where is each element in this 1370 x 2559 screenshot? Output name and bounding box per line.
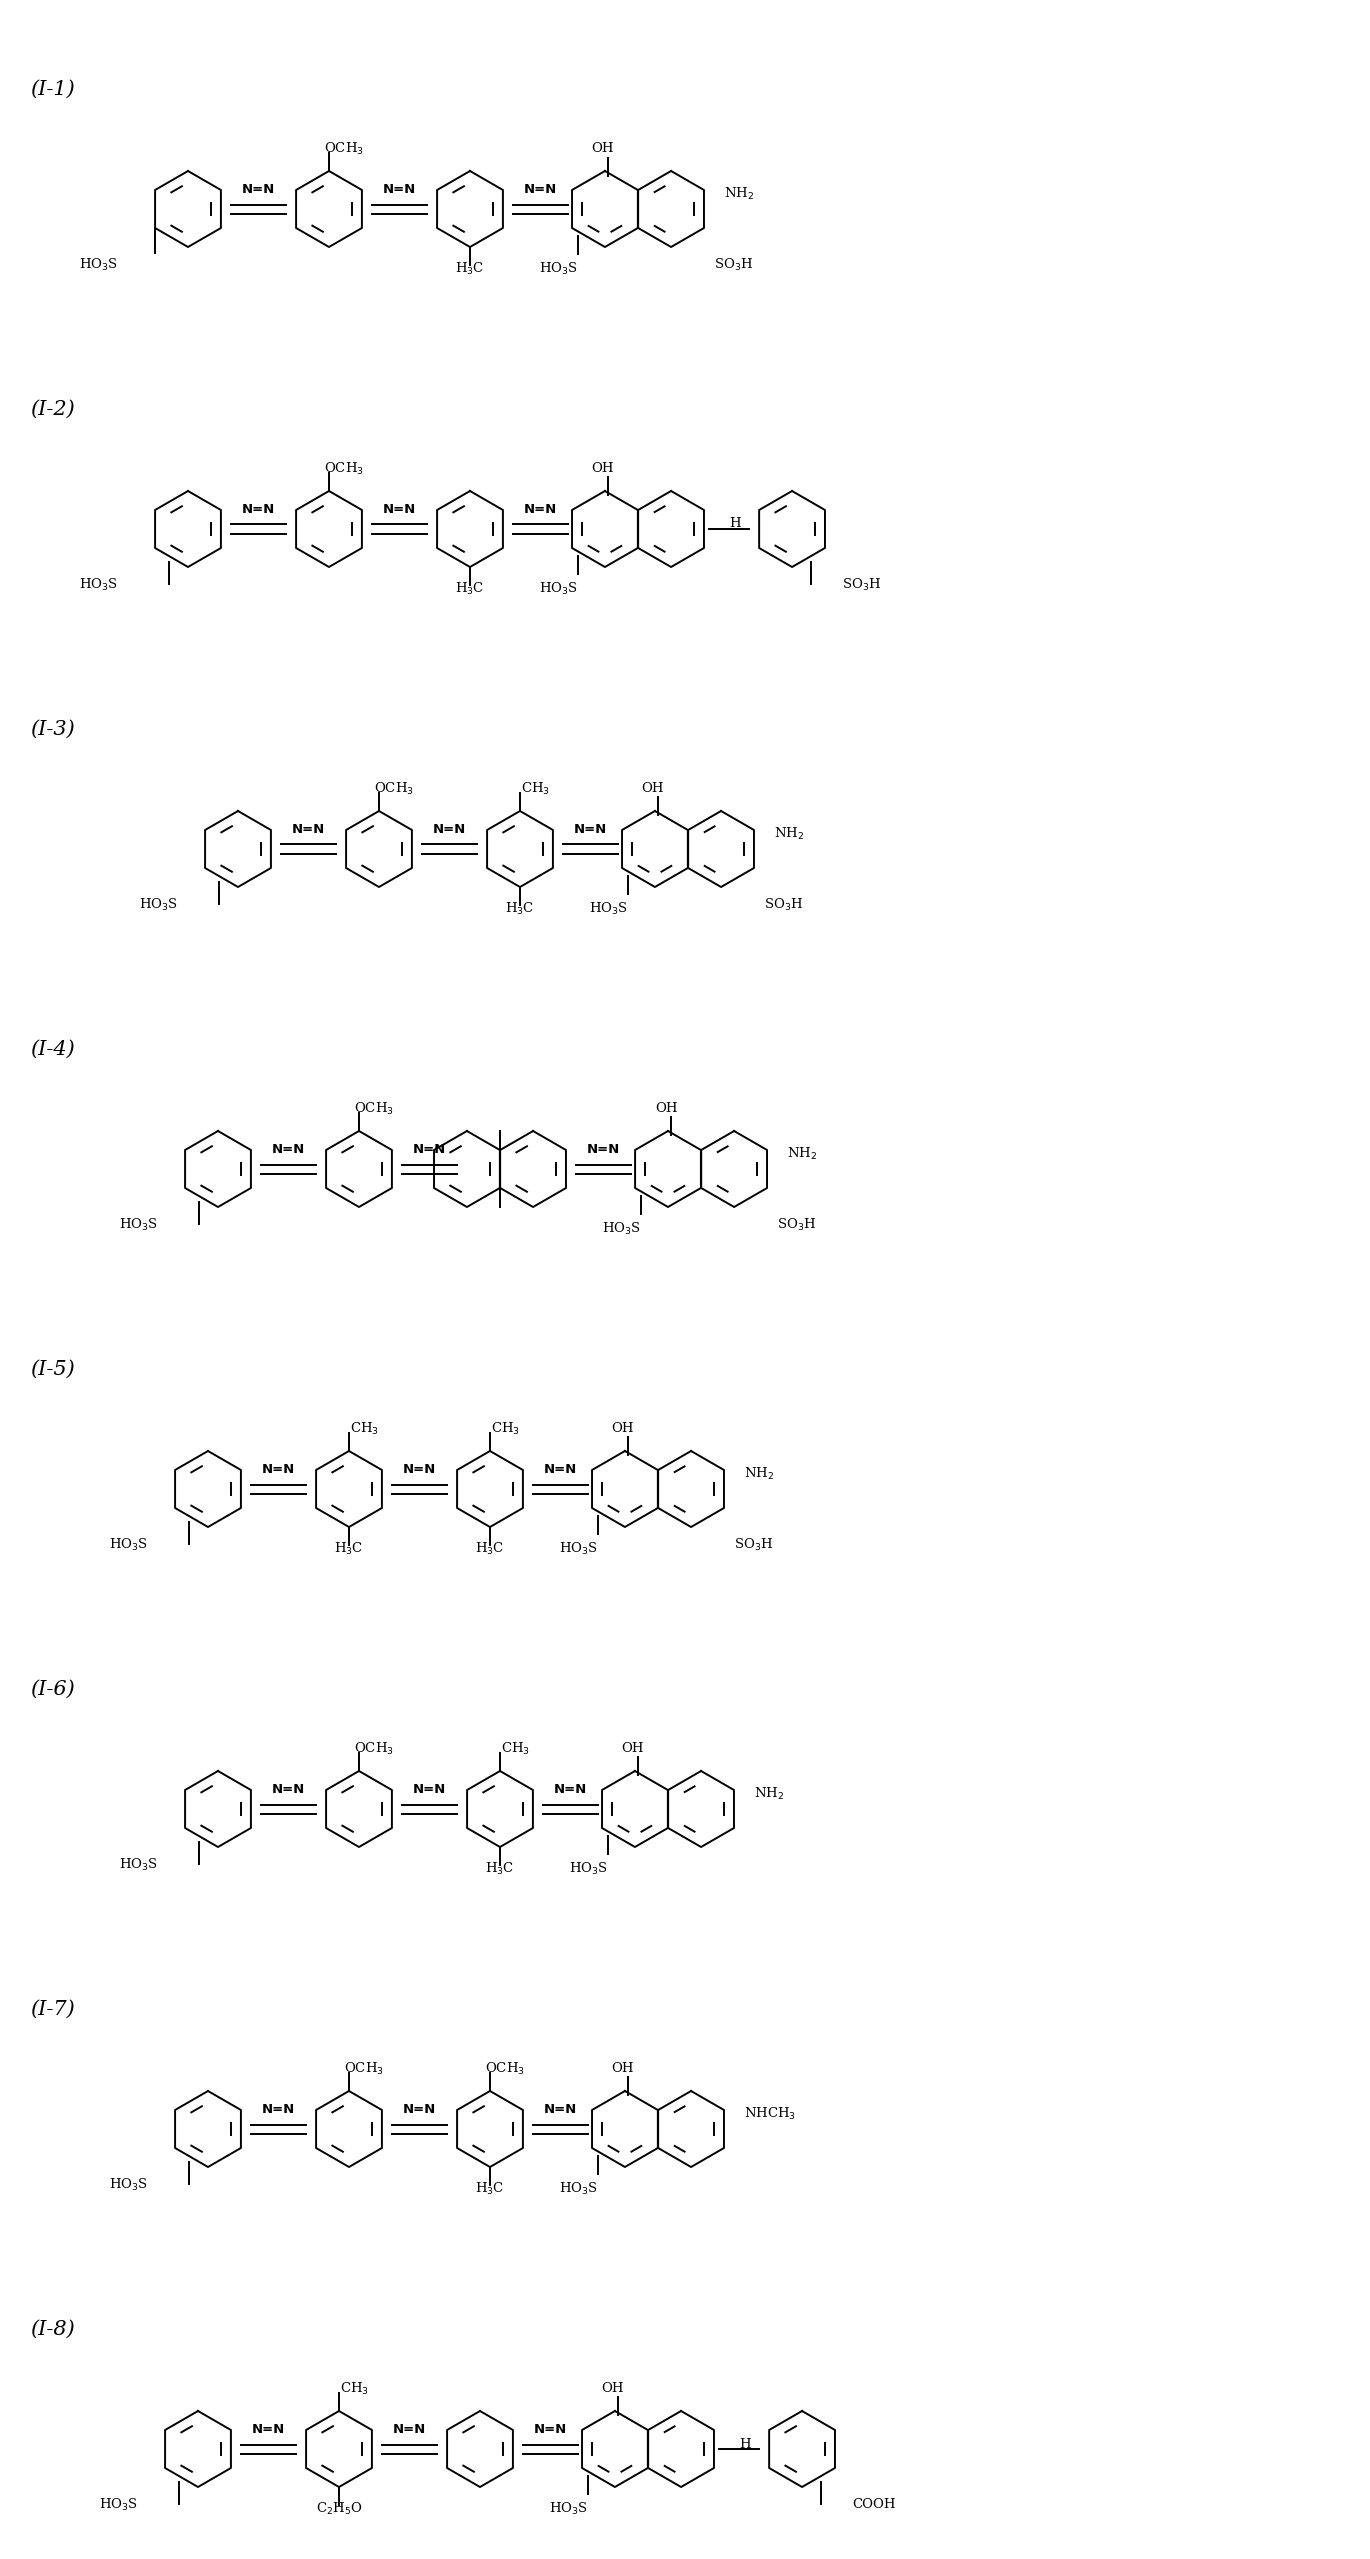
- Text: SO$_3$H: SO$_3$H: [843, 576, 881, 594]
- Text: NH$_2$: NH$_2$: [788, 1146, 818, 1162]
- Text: OCH$_3$: OCH$_3$: [353, 1740, 395, 1758]
- Text: H$_3$C: H$_3$C: [475, 1541, 504, 1556]
- Text: HO$_3$S: HO$_3$S: [538, 261, 578, 276]
- Text: H$_3$C: H$_3$C: [334, 1541, 363, 1556]
- Text: N=N: N=N: [242, 184, 275, 197]
- Text: HO$_3$S: HO$_3$S: [569, 1860, 607, 1878]
- Text: (I-8): (I-8): [30, 2318, 75, 2339]
- Text: NH$_2$: NH$_2$: [725, 187, 755, 202]
- Text: HO$_3$S: HO$_3$S: [559, 1541, 597, 1556]
- Text: H$_3$C: H$_3$C: [506, 901, 534, 916]
- Text: N=N: N=N: [292, 824, 325, 837]
- Text: N=N: N=N: [382, 504, 416, 517]
- Text: (I-4): (I-4): [30, 1039, 75, 1059]
- Text: HO$_3$S: HO$_3$S: [548, 2500, 588, 2518]
- Text: (I-3): (I-3): [30, 719, 75, 740]
- Text: N=N: N=N: [403, 2103, 436, 2116]
- Text: OCH$_3$: OCH$_3$: [325, 141, 364, 156]
- Text: HO$_3$S: HO$_3$S: [99, 2498, 138, 2513]
- Text: HO$_3$S: HO$_3$S: [589, 901, 627, 916]
- Text: SO$_3$H: SO$_3$H: [734, 1538, 773, 1553]
- Text: OCH$_3$: OCH$_3$: [344, 2060, 384, 2078]
- Text: N=N: N=N: [433, 824, 466, 837]
- Text: H$_3$C: H$_3$C: [485, 1860, 515, 1878]
- Text: (I-7): (I-7): [30, 1999, 75, 2019]
- Text: (I-1): (I-1): [30, 79, 75, 97]
- Text: HO$_3$S: HO$_3$S: [119, 1858, 158, 1873]
- Text: HO$_3$S: HO$_3$S: [79, 256, 118, 274]
- Text: N=N: N=N: [523, 504, 558, 517]
- Text: OH: OH: [622, 1743, 644, 1755]
- Text: N=N: N=N: [271, 1784, 306, 1796]
- Text: N=N: N=N: [544, 2103, 577, 2116]
- Text: N=N: N=N: [553, 1784, 588, 1796]
- Text: CH$_3$: CH$_3$: [521, 780, 549, 796]
- Text: N=N: N=N: [412, 1784, 447, 1796]
- Text: N=N: N=N: [586, 1144, 621, 1157]
- Text: CH$_3$: CH$_3$: [500, 1740, 529, 1758]
- Text: N=N: N=N: [252, 2423, 285, 2436]
- Text: OH: OH: [612, 2063, 634, 2075]
- Text: N=N: N=N: [393, 2423, 426, 2436]
- Text: H$_3$C: H$_3$C: [455, 261, 485, 276]
- Text: N=N: N=N: [271, 1144, 306, 1157]
- Text: (I-2): (I-2): [30, 399, 75, 420]
- Text: H: H: [729, 517, 741, 530]
- Text: N=N: N=N: [534, 2423, 567, 2436]
- Text: HO$_3$S: HO$_3$S: [140, 898, 178, 914]
- Text: COOH: COOH: [852, 2498, 896, 2510]
- Text: NH$_2$: NH$_2$: [774, 827, 804, 842]
- Text: NH$_2$: NH$_2$: [744, 1466, 774, 1482]
- Text: C$_2$H$_5$O: C$_2$H$_5$O: [315, 2500, 362, 2518]
- Text: H$_3$C: H$_3$C: [455, 581, 485, 596]
- Text: N=N: N=N: [574, 824, 607, 837]
- Text: HO$_3$S: HO$_3$S: [538, 581, 578, 596]
- Text: OH: OH: [641, 783, 664, 796]
- Text: HO$_3$S: HO$_3$S: [559, 2180, 597, 2198]
- Text: CH$_3$: CH$_3$: [490, 1420, 519, 1438]
- Text: NH$_2$: NH$_2$: [754, 1786, 784, 1802]
- Text: OCH$_3$: OCH$_3$: [485, 2060, 525, 2078]
- Text: CH$_3$: CH$_3$: [349, 1420, 378, 1438]
- Text: (I-5): (I-5): [30, 1359, 75, 1379]
- Text: N=N: N=N: [242, 504, 275, 517]
- Text: HO$_3$S: HO$_3$S: [79, 576, 118, 594]
- Text: OH: OH: [655, 1103, 677, 1116]
- Text: NHCH$_3$: NHCH$_3$: [744, 2106, 796, 2121]
- Text: N=N: N=N: [382, 184, 416, 197]
- Text: HO$_3$S: HO$_3$S: [110, 2178, 148, 2193]
- Text: SO$_3$H: SO$_3$H: [764, 898, 803, 914]
- Text: CH$_3$: CH$_3$: [340, 2380, 369, 2398]
- Text: HO$_3$S: HO$_3$S: [119, 1218, 158, 1233]
- Text: OH: OH: [601, 2382, 625, 2395]
- Text: N=N: N=N: [523, 184, 558, 197]
- Text: (I-6): (I-6): [30, 1679, 75, 1699]
- Text: SO$_3$H: SO$_3$H: [714, 256, 754, 274]
- Text: OH: OH: [592, 463, 614, 476]
- Text: N=N: N=N: [262, 1464, 295, 1477]
- Text: N=N: N=N: [544, 1464, 577, 1477]
- Text: H: H: [738, 2439, 751, 2452]
- Text: HO$_3$S: HO$_3$S: [601, 1221, 641, 1236]
- Text: OH: OH: [612, 1423, 634, 1436]
- Text: H$_3$C: H$_3$C: [475, 2180, 504, 2198]
- Text: N=N: N=N: [412, 1144, 447, 1157]
- Text: HO$_3$S: HO$_3$S: [110, 1538, 148, 1553]
- Text: OCH$_3$: OCH$_3$: [325, 461, 364, 476]
- Text: SO$_3$H: SO$_3$H: [777, 1218, 817, 1233]
- Text: OH: OH: [592, 143, 614, 156]
- Text: N=N: N=N: [403, 1464, 436, 1477]
- Text: OCH$_3$: OCH$_3$: [353, 1100, 395, 1118]
- Text: OCH$_3$: OCH$_3$: [374, 780, 414, 796]
- Text: N=N: N=N: [262, 2103, 295, 2116]
